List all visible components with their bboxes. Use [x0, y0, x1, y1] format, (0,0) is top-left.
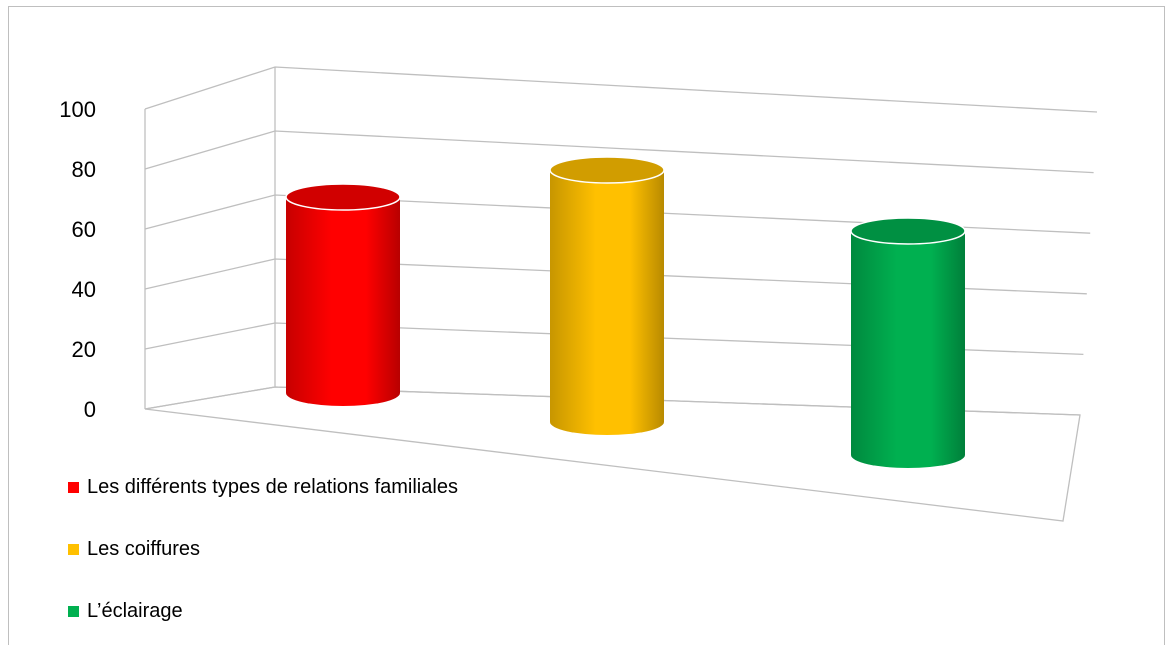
- gridline: [144, 66, 1098, 113]
- legend-label: L’éclairage: [87, 599, 183, 622]
- legend-label: Les coiffures: [87, 537, 201, 560]
- bar: [286, 197, 400, 406]
- legend-swatch: [68, 543, 79, 555]
- bar-top: [850, 217, 966, 245]
- legend-item: Les différents types de relations famili…: [68, 472, 458, 502]
- y-tick-label: 20: [72, 337, 96, 362]
- y-tick-label: 40: [72, 277, 96, 302]
- legend-label: Les différents types de relations famili…: [87, 475, 458, 498]
- legend-item: Les coiffures: [68, 534, 200, 564]
- legend-swatch: [68, 481, 79, 493]
- legend-swatch: [68, 605, 79, 617]
- bar: [550, 170, 664, 435]
- y-tick-label: 80: [72, 157, 96, 182]
- bar-top: [549, 156, 665, 184]
- y-tick-label: 0: [84, 397, 96, 422]
- bar: [851, 231, 965, 468]
- legend-item: L’éclairage: [68, 596, 183, 626]
- y-tick-label: 60: [72, 217, 96, 242]
- bar-top: [285, 183, 401, 211]
- y-tick-label: 100: [59, 97, 96, 122]
